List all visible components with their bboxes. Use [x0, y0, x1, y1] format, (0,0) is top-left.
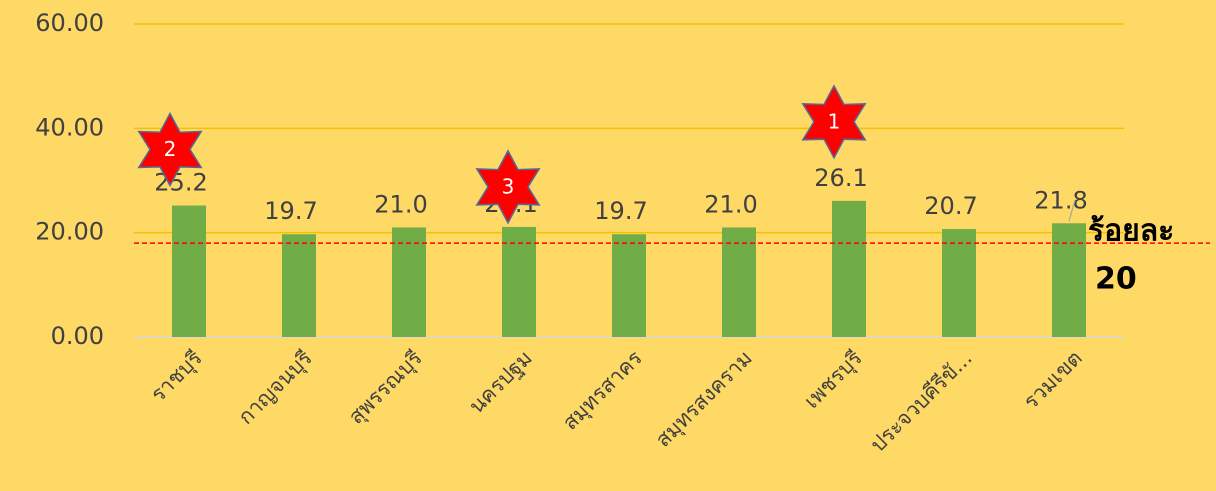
rank-star — [801, 84, 867, 160]
y-tick-label: 40.00 — [35, 113, 104, 141]
y-tick-label: 60.00 — [35, 9, 104, 37]
y-tick-label: 20.00 — [35, 218, 104, 246]
value-label: 21.8 — [1034, 186, 1087, 214]
rank-label: 3 — [502, 174, 515, 198]
bar — [722, 227, 756, 337]
bar — [392, 227, 426, 337]
value-label: 20.7 — [924, 192, 977, 220]
y-tick-label: 0.00 — [51, 322, 104, 350]
reference-label: ร้อยละ — [1088, 214, 1174, 249]
bar — [282, 234, 316, 337]
rank-label: 1 — [828, 109, 841, 133]
rank-star — [475, 149, 541, 225]
value-label: 21.0 — [374, 190, 427, 218]
bar — [832, 200, 866, 337]
bar — [172, 205, 206, 337]
value-label: 21.0 — [704, 190, 757, 218]
bar — [502, 226, 536, 337]
value-label: 19.7 — [264, 197, 317, 225]
bar — [1052, 223, 1086, 337]
value-label: 19.7 — [594, 197, 647, 225]
bar — [612, 234, 646, 337]
rank-star — [137, 111, 203, 188]
leader-line — [1068, 199, 1076, 222]
reference-label: 20 — [1095, 262, 1137, 297]
bar — [942, 229, 976, 337]
rank-label: 2 — [164, 137, 177, 161]
value-label: 26.1 — [814, 164, 867, 192]
